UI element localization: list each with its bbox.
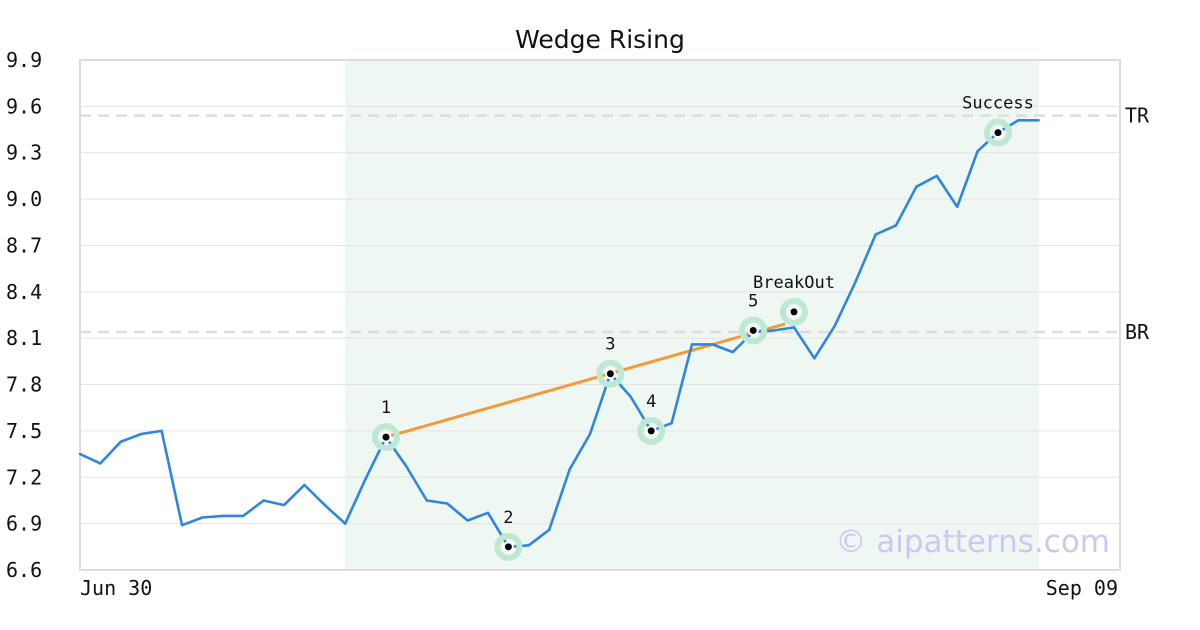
- data-point: [548, 528, 551, 532]
- data-point: [262, 499, 265, 502]
- data-point: [915, 185, 918, 188]
- data-point: [466, 519, 469, 522]
- data-point: [731, 350, 734, 354]
- point-marker-ring: [372, 423, 400, 452]
- grid: [80, 105, 1120, 525]
- data-point: [323, 503, 326, 507]
- watermark: © aipatterns.com: [835, 524, 1110, 560]
- price-series: [78, 119, 1041, 549]
- data-point: [140, 432, 143, 436]
- point-marker-ring: [596, 359, 625, 388]
- point-label: 1: [381, 398, 391, 418]
- data-point: [772, 329, 775, 332]
- point-marker-ring: [984, 118, 1012, 147]
- data-point: [711, 343, 714, 346]
- point-marker-dot: [382, 433, 390, 441]
- y-tick-label: 9.3: [6, 141, 42, 165]
- x-axis-ticks: Jun 30 Sep 09: [80, 576, 1118, 600]
- data-point: [446, 502, 449, 505]
- data-point: [874, 233, 877, 236]
- data-point: [99, 462, 102, 465]
- y-tick-label: 9.0: [6, 187, 42, 211]
- data-point: [119, 440, 123, 443]
- data-point: [629, 395, 632, 399]
- data-point: [894, 224, 898, 227]
- point-label: 4: [646, 392, 656, 412]
- y-axis-ticks: 6.6 6.9 7.2 7.5 7.8 8.1 8.4 8.7 9.0 9.3 9.6 9.9: [6, 48, 42, 582]
- data-point: [486, 511, 490, 515]
- data-point: [405, 465, 408, 468]
- plot-frame: [79, 59, 1121, 571]
- data-point: [364, 477, 367, 481]
- pattern-shade: [345, 60, 1039, 570]
- data-point: [956, 205, 959, 209]
- x-tick-label: Sep 09: [1046, 576, 1118, 600]
- y-tick-label: 8.7: [6, 233, 42, 257]
- data-point: [935, 174, 938, 178]
- data-point: [160, 429, 163, 433]
- data-point: [833, 324, 836, 328]
- point-label: BreakOut: [753, 273, 835, 293]
- y-tick-label: 6.9: [6, 512, 42, 536]
- point-marker-dot: [994, 129, 1002, 137]
- level-label: BR: [1125, 320, 1150, 344]
- trendline: [384, 322, 786, 439]
- point-marker-dot: [790, 308, 798, 316]
- y-tick-label: 7.2: [6, 465, 42, 489]
- point-label: Success: [962, 94, 1034, 114]
- data-point: [792, 326, 796, 329]
- data-point: [568, 468, 571, 471]
- data-point: [180, 523, 184, 527]
- wedge-trendline: [384, 322, 786, 439]
- level-lines: TR BR: [80, 104, 1150, 344]
- data-point: [1017, 119, 1020, 122]
- pattern-region: [345, 60, 1039, 570]
- y-tick-label: 7.8: [6, 373, 42, 397]
- x-tick-label: Jun 30: [80, 576, 152, 600]
- data-point: [854, 281, 857, 284]
- y-tick-label: 8.1: [6, 326, 42, 350]
- point-marker-dot: [647, 427, 655, 435]
- data-point: [588, 432, 592, 436]
- data-point: [976, 149, 979, 153]
- data-point: [670, 421, 673, 425]
- y-tick-label: 8.4: [6, 280, 42, 304]
- data-point: [813, 357, 816, 360]
- data-point: [78, 452, 82, 456]
- price-line: [79, 119, 1039, 549]
- point-marker-ring: [780, 297, 808, 326]
- data-point: [1037, 119, 1041, 122]
- data-point: [425, 499, 428, 502]
- data-point: [282, 503, 286, 507]
- data-point: [221, 514, 224, 518]
- y-tick-label: 9.9: [6, 48, 42, 72]
- y-tick-label: 6.6: [6, 558, 42, 582]
- point-marker-ring: [739, 316, 768, 345]
- point-marker-dot: [606, 370, 614, 378]
- point-label: 3: [605, 335, 615, 355]
- y-tick-label: 7.5: [6, 419, 42, 443]
- data-point: [201, 516, 204, 519]
- point-marker-ring: [494, 532, 523, 561]
- point-marker-dot: [504, 543, 512, 551]
- point-label: 5: [748, 291, 758, 311]
- level-label: TR: [1125, 104, 1150, 128]
- point-marker-ring: [637, 416, 666, 445]
- data-point: [242, 514, 245, 518]
- data-point: [527, 544, 530, 547]
- chart-title: Wedge Rising: [515, 25, 685, 54]
- data-point: [303, 483, 306, 487]
- y-tick-label: 9.6: [6, 94, 42, 118]
- point-marker-dot: [749, 326, 757, 334]
- data-point: [344, 522, 347, 525]
- data-point: [690, 343, 694, 346]
- point-label: 2: [503, 508, 513, 528]
